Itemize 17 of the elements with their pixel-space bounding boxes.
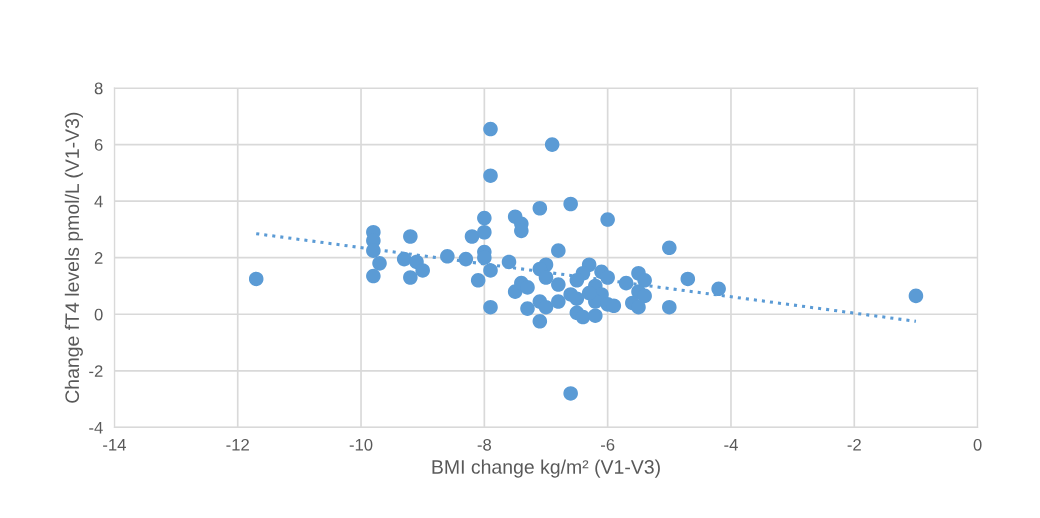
x-tick-label: -14 <box>103 439 126 451</box>
x-tick-label: 0 <box>973 438 982 451</box>
x-tick-label: -6 <box>600 438 615 451</box>
y-axis-title: Change fT4 levels pmol/L (V1-V3) <box>64 112 83 403</box>
y-tick-label: -4 <box>89 421 103 434</box>
x-tick-label: -12 <box>226 438 249 451</box>
y-tick-label: 2 <box>94 252 103 264</box>
y-tick-label: 0 <box>94 308 103 321</box>
x-tick-label: -2 <box>847 438 861 451</box>
y-tick-label: 4 <box>94 195 103 208</box>
y-tick-label: 6 <box>94 139 103 151</box>
y-tick-label: -2 <box>89 365 103 377</box>
x-tick-label: -4 <box>724 439 738 451</box>
x-tick-label: -8 <box>477 438 492 451</box>
x-axis-title: BMI change kg/m² (V1-V3) <box>432 459 660 478</box>
x-tick-label: -10 <box>349 438 373 451</box>
y-tick-label: 8 <box>94 82 103 95</box>
